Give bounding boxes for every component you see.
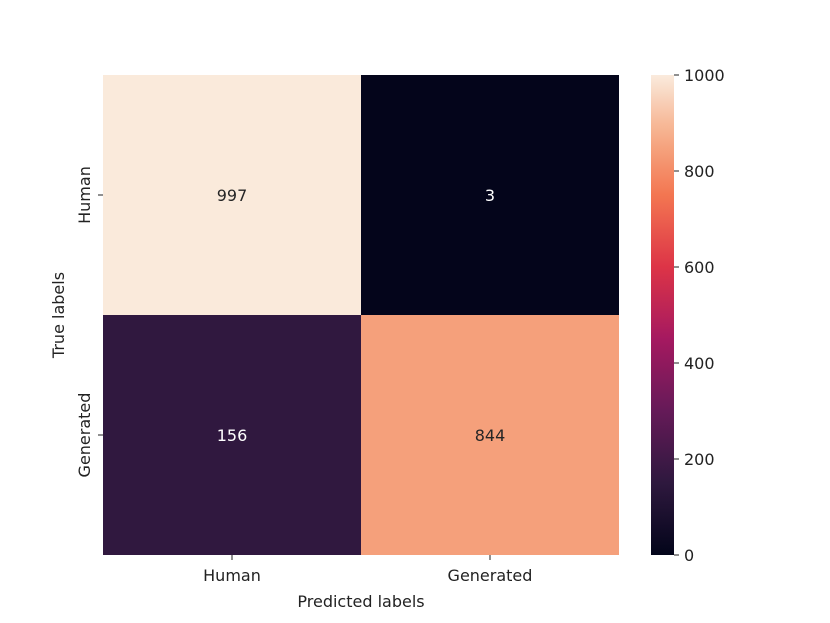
x-axis: Human Generated — [203, 555, 532, 585]
y-tick-label: Human — [75, 166, 94, 224]
y-axis: Human Generated — [75, 166, 103, 477]
heatmap-cell-labels: 997 3 156 844 — [217, 186, 506, 445]
colorbar-tick-label: 600 — [684, 258, 715, 277]
colorbar-tick-label: 0 — [684, 546, 694, 565]
x-tick-label: Generated — [448, 566, 533, 585]
heatmap-cell — [361, 315, 619, 555]
cell-value-label: 997 — [217, 186, 248, 205]
x-tick-label: Human — [203, 566, 261, 585]
colorbar-tick-label: 200 — [684, 450, 715, 469]
heatmap-cell — [103, 75, 361, 315]
colorbar-tick-label: 1000 — [684, 66, 725, 85]
cell-value-label: 156 — [217, 426, 248, 445]
heatmap-cell — [361, 75, 619, 315]
heatmap-cell — [103, 315, 361, 555]
colorbar-tick-label: 400 — [684, 354, 715, 373]
y-axis-title: True labels — [49, 272, 68, 359]
colorbar: 0 200 400 600 800 1000 — [651, 66, 725, 565]
x-axis-title: Predicted labels — [297, 592, 424, 611]
colorbar-gradient — [651, 75, 674, 555]
colorbar-tick-label: 800 — [684, 162, 715, 181]
cell-value-label: 3 — [485, 186, 495, 205]
cell-value-label: 844 — [475, 426, 506, 445]
y-tick-label: Generated — [75, 393, 94, 478]
heatmap-cells — [103, 75, 619, 555]
